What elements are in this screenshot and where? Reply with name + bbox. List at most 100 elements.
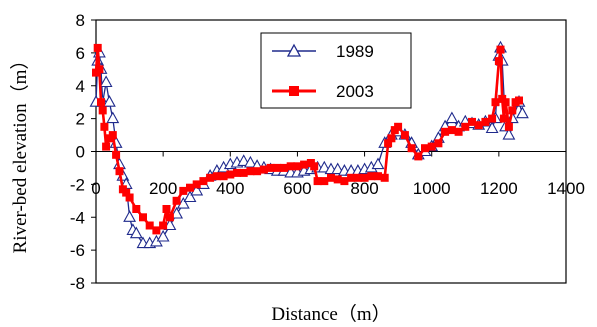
data-point-2003 bbox=[491, 98, 500, 107]
data-point-2003 bbox=[165, 213, 174, 222]
data-point-1989 bbox=[331, 162, 345, 175]
tick-layer: 8 6 4 2 0 -2 -4 -6 -8 0 200 400 600 800 1000 1200 1400 bbox=[70, 11, 585, 293]
data-point-2003 bbox=[98, 106, 107, 115]
data-point-2003 bbox=[310, 162, 319, 171]
x-axis-title: Distance（m） bbox=[271, 303, 390, 325]
data-point-2003 bbox=[93, 43, 102, 52]
data-point-2003 bbox=[501, 98, 510, 107]
series-layer bbox=[89, 40, 529, 249]
y-tick-label: 2 bbox=[76, 110, 85, 129]
data-point-2003 bbox=[447, 126, 456, 135]
data-point-2003 bbox=[253, 167, 262, 176]
data-point-1989 bbox=[243, 155, 257, 168]
data-point-1989 bbox=[102, 95, 116, 107]
legend: 1989 2003 bbox=[260, 32, 412, 109]
legend-marker-1989 bbox=[286, 43, 302, 57]
y-tick-label: -6 bbox=[70, 241, 85, 260]
data-point-1989 bbox=[237, 154, 251, 166]
data-point-1989 bbox=[106, 111, 120, 124]
data-point-2003 bbox=[159, 221, 168, 230]
data-point-1989 bbox=[317, 160, 331, 173]
data-point-2003 bbox=[179, 186, 188, 195]
data-point-2003 bbox=[132, 205, 141, 213]
data-point-2003 bbox=[192, 180, 201, 189]
data-point-1989 bbox=[371, 157, 385, 170]
series-2003 bbox=[92, 43, 523, 235]
legend-box bbox=[260, 32, 412, 109]
data-point-2003 bbox=[374, 172, 382, 181]
data-point-1989 bbox=[502, 127, 516, 140]
data-point-2003 bbox=[286, 162, 295, 171]
data-point-2003 bbox=[434, 139, 443, 148]
data-point-2003 bbox=[162, 205, 171, 213]
data-point-2003 bbox=[333, 175, 342, 184]
data-point-2003 bbox=[427, 142, 436, 151]
data-point-2003 bbox=[394, 122, 403, 131]
data-point-1989 bbox=[123, 210, 137, 222]
x-tick-label: 1000 bbox=[413, 179, 451, 198]
data-point-2003 bbox=[102, 142, 111, 151]
data-point-1989 bbox=[445, 111, 459, 124]
data-point-2003 bbox=[145, 221, 154, 230]
data-point-2003 bbox=[219, 172, 228, 181]
y-tick-label: -2 bbox=[70, 175, 85, 194]
data-point-2003 bbox=[508, 106, 517, 115]
x-tick-label: 600 bbox=[283, 179, 311, 198]
x-tick-label: 1200 bbox=[480, 179, 518, 198]
data-point-2003 bbox=[496, 45, 505, 54]
data-point-2003 bbox=[353, 173, 362, 182]
data-point-2003 bbox=[172, 196, 181, 205]
x-tick-label: 400 bbox=[216, 179, 244, 198]
y-tick-label: -4 bbox=[70, 208, 85, 227]
y-tick-label: 0 bbox=[76, 143, 85, 162]
data-point-1989 bbox=[183, 190, 197, 203]
legend-label-2003: 2003 bbox=[336, 82, 374, 101]
data-point-2003 bbox=[239, 168, 248, 177]
data-point-2003 bbox=[384, 139, 393, 148]
x-tick-label: 800 bbox=[350, 179, 378, 198]
data-point-2003 bbox=[233, 168, 241, 177]
data-point-2003 bbox=[468, 117, 476, 126]
data-point-2003 bbox=[340, 177, 349, 186]
data-point-2003 bbox=[421, 144, 429, 153]
data-point-2003 bbox=[461, 122, 470, 131]
data-point-2003 bbox=[347, 173, 356, 182]
x-tick-label: 0 bbox=[91, 179, 100, 198]
data-point-2003 bbox=[199, 177, 208, 186]
data-point-2003 bbox=[95, 65, 104, 74]
data-point-2003 bbox=[186, 183, 194, 192]
data-point-2003 bbox=[400, 131, 409, 140]
data-point-2003 bbox=[494, 57, 503, 66]
data-point-2003 bbox=[504, 122, 513, 131]
data-point-2003 bbox=[367, 172, 376, 181]
data-point-2003 bbox=[139, 213, 147, 222]
data-point-2003 bbox=[246, 167, 255, 176]
data-point-2003 bbox=[407, 144, 416, 153]
data-point-2003 bbox=[481, 117, 490, 126]
data-point-1989 bbox=[99, 75, 113, 88]
data-point-2003 bbox=[97, 98, 105, 107]
data-point-2003 bbox=[441, 127, 450, 136]
y-tick-label: -8 bbox=[70, 274, 85, 293]
data-point-2003 bbox=[112, 150, 121, 159]
data-point-2003 bbox=[387, 134, 396, 143]
data-point-2003 bbox=[474, 121, 483, 130]
data-point-2003 bbox=[313, 177, 322, 186]
data-point-2003 bbox=[320, 177, 329, 186]
data-point-2003 bbox=[212, 172, 221, 181]
data-point-2003 bbox=[360, 173, 369, 182]
data-point-2003 bbox=[273, 163, 282, 172]
data-point-2003 bbox=[327, 173, 335, 182]
data-point-2003 bbox=[380, 173, 389, 182]
data-point-2003 bbox=[488, 114, 497, 123]
data-point-2003 bbox=[266, 163, 275, 172]
y-tick-label: 4 bbox=[76, 77, 85, 96]
data-point-1989 bbox=[515, 106, 529, 119]
data-point-2003 bbox=[499, 114, 508, 123]
data-point-1989 bbox=[163, 218, 177, 231]
y-tick-label: 8 bbox=[76, 11, 85, 30]
data-point-2003 bbox=[115, 167, 124, 176]
data-point-2003 bbox=[122, 188, 131, 197]
legend-marker-2003 bbox=[289, 86, 299, 96]
